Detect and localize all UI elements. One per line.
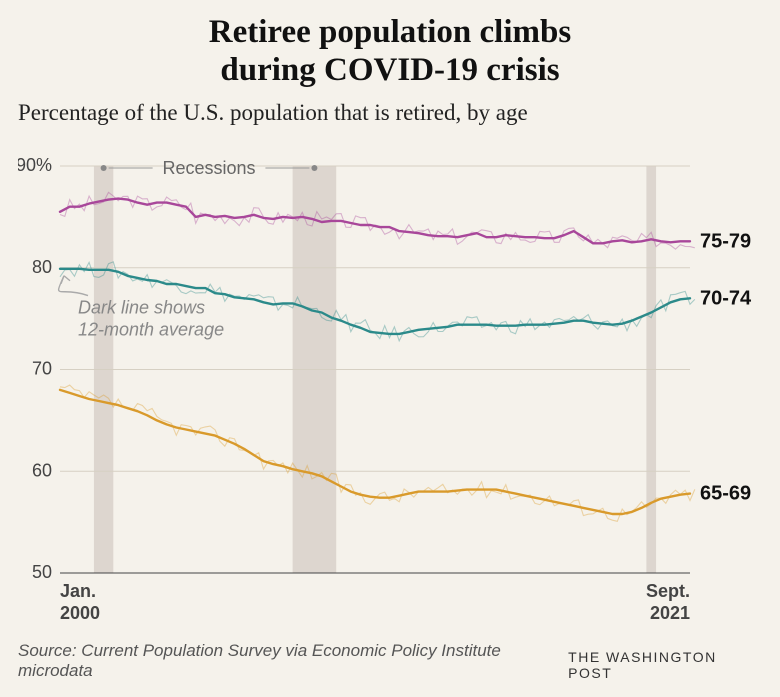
series-label: 65-69 [700, 483, 751, 505]
credit-text: THE WASHINGTON POST [568, 649, 762, 681]
series-label: 75-79 [700, 230, 751, 252]
x-axis-end-label: Sept. [646, 581, 690, 601]
line-chart-svg: 50 60 70 80 90% Jan.2000 Sept.2021 Recessions 75… [18, 148, 762, 625]
series-raw-line [60, 385, 695, 521]
chart-area: 50 60 70 80 90% Jan.2000 Sept.2021 Recessions 75… [18, 148, 762, 625]
chart-title: Retiree population climbs during COVID-1… [0, 0, 780, 94]
x-axis-start-label: Jan. [60, 581, 96, 601]
x-axis-start-label: 2000 [60, 603, 100, 623]
y-axis-label: 50 [32, 562, 52, 582]
y-axis-label: 80 [32, 257, 52, 277]
series-raw-line [60, 192, 695, 249]
series-label: 70-74 [700, 287, 752, 309]
source-text: Source: Current Population Survey via Ec… [18, 641, 568, 681]
annotation-text: 12-month average [78, 320, 224, 340]
y-axis-label: 90% [18, 155, 52, 175]
recession-legend-label: Recessions [162, 158, 255, 178]
title-line-1: Retiree population climbs [40, 14, 740, 52]
title-line-2: during COVID-19 crisis [40, 52, 740, 90]
annotation-arrowhead [61, 276, 70, 284]
y-axis-label: 60 [32, 460, 52, 480]
recession-legend-dot [311, 165, 317, 171]
recession-legend-dot [101, 165, 107, 171]
chart-subtitle: Percentage of the U.S. population that i… [0, 94, 780, 126]
annotation-text: Dark line shows [78, 298, 205, 318]
y-axis-label: 70 [32, 359, 52, 379]
x-axis-end-label: 2021 [650, 603, 690, 623]
series-avg-line [60, 199, 690, 244]
series-avg-line [60, 390, 690, 514]
chart-footer: Source: Current Population Survey via Ec… [18, 641, 762, 681]
